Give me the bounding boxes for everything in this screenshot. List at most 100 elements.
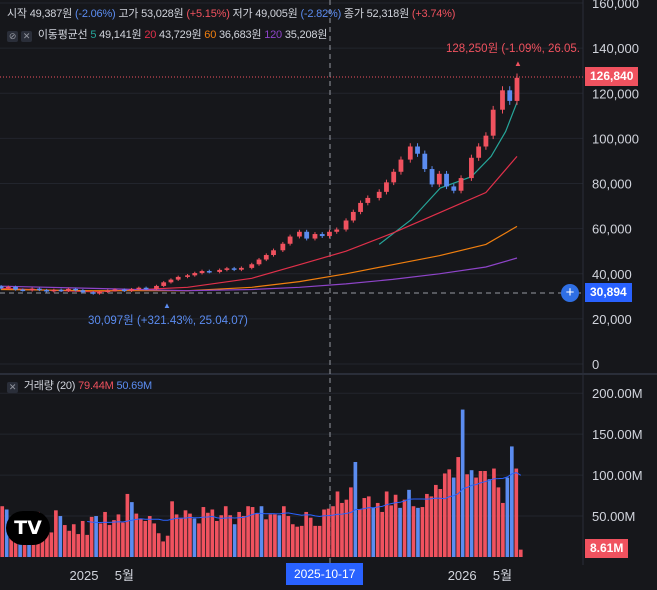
ma5-value: 49,141원 [99,29,142,41]
ohlc-legend: 시작 49,387원 (-2.06%) 고가 53,028원 (+5.15%) … [7,5,455,21]
hide-eye-icon[interactable]: ⊘ [7,31,18,42]
volume-bar [156,533,161,557]
candle-body [154,285,159,289]
volume-axis-label: 150.00M [592,427,643,442]
high-marker-arrow: ▲ [514,59,522,68]
open-label: 시작 [7,8,27,20]
volume-bar [210,509,215,557]
candle-body [51,289,57,292]
volume-bar [331,506,335,557]
add-alert-plus-icon[interactable]: + [561,284,579,302]
volume-bar [340,502,344,557]
candle-body [239,267,244,270]
high-value: 53,028원 [141,8,184,20]
volume-bar [94,516,98,557]
candle-body [44,289,50,292]
candle-body [287,236,293,244]
candle-body [327,231,332,237]
volume-bar [416,507,420,557]
close-icon[interactable]: ✕ [7,382,18,393]
close-value: 52,318원 [366,8,410,20]
volume-bar [434,484,438,557]
price-axis-label: 80,000 [592,177,632,192]
volume-bar [98,523,103,557]
volume-bar [223,506,228,557]
volume-bar [214,520,219,557]
volume-bar [366,496,371,557]
volume-bar [58,516,63,557]
candle-body [224,268,230,270]
candle-body [514,77,520,101]
close-icon[interactable]: ✕ [21,31,32,42]
candle-body [97,292,102,294]
volume-bar [358,509,362,557]
crosshair-date-tag: 2025-10-17 [286,563,364,585]
candle-body [168,279,174,283]
ma60-period: 60 [204,29,217,41]
candle-body [415,146,420,154]
candle-body [192,273,198,276]
volume-bar [49,532,54,557]
volume-bar [290,524,295,557]
price-axis-label: 40,000 [592,267,632,282]
volume-bar [197,523,201,557]
volume-axis-label: 50.00M [592,509,635,524]
price-axis-labels[interactable]: 0 20,000 40,000 60,000 80,000 100,000 120,000 1… [592,0,639,372]
candle-body [436,173,442,185]
volume-bar [54,510,58,557]
volume-bar [206,512,210,557]
volume-bar [76,534,81,557]
candle-body [129,289,134,291]
volume-bar [469,470,474,557]
volume-bar [192,518,197,557]
volume-label: 거래량 (20) [23,380,76,392]
volume-bar [509,446,514,557]
candle-body [90,292,96,294]
volume-value-2: 50.69M [116,380,152,392]
volume-bar [250,507,255,557]
candle-body [490,109,496,136]
volume-bar [514,468,519,557]
candle-body [263,255,269,260]
candle-body [206,271,212,273]
candle-body [458,178,464,191]
volume-bar [112,520,116,557]
volume-bar [349,487,353,557]
open-change: (-2.06%) [74,8,116,20]
ma5-period: 5 [90,29,97,41]
candle-body [73,288,79,291]
ma120-value: 35,208원 [284,29,328,41]
time-axis-label: 5월 [115,568,134,583]
volume-bar [438,489,443,557]
volume-bar [152,523,157,557]
volume-axis-labels[interactable]: 50.00M 100.00M 150.00M 200.00M [592,386,643,524]
tradingview-logo[interactable]: TV [6,511,50,545]
volume-bar [264,519,268,557]
volume-bar [317,525,322,557]
volume-bar [442,473,447,557]
volume-bar [478,471,483,557]
volume-bar [483,471,487,557]
candle-body [422,153,428,170]
candle-body [358,202,363,212]
candle-body [231,268,237,270]
volume-bar [107,525,112,557]
candle-body [407,146,413,160]
time-axis-labels[interactable]: 2025 5월 2026 5월 [70,568,513,583]
candle-body [105,290,111,293]
volume-bar [179,517,183,557]
volume-bar [407,489,411,557]
volume-value-1: 79.44M [78,380,114,392]
volume-bar [89,516,94,557]
candle-body [112,289,118,292]
candle-body [65,288,71,291]
volume-bar [380,511,385,557]
volume-bar [67,530,72,557]
candle-body [280,243,286,251]
close-label: 종가 [343,8,364,20]
price-axis-label: 120,000 [592,86,639,101]
volume-bar [147,516,152,557]
ma-line [0,225,518,292]
ma-line [378,102,518,245]
